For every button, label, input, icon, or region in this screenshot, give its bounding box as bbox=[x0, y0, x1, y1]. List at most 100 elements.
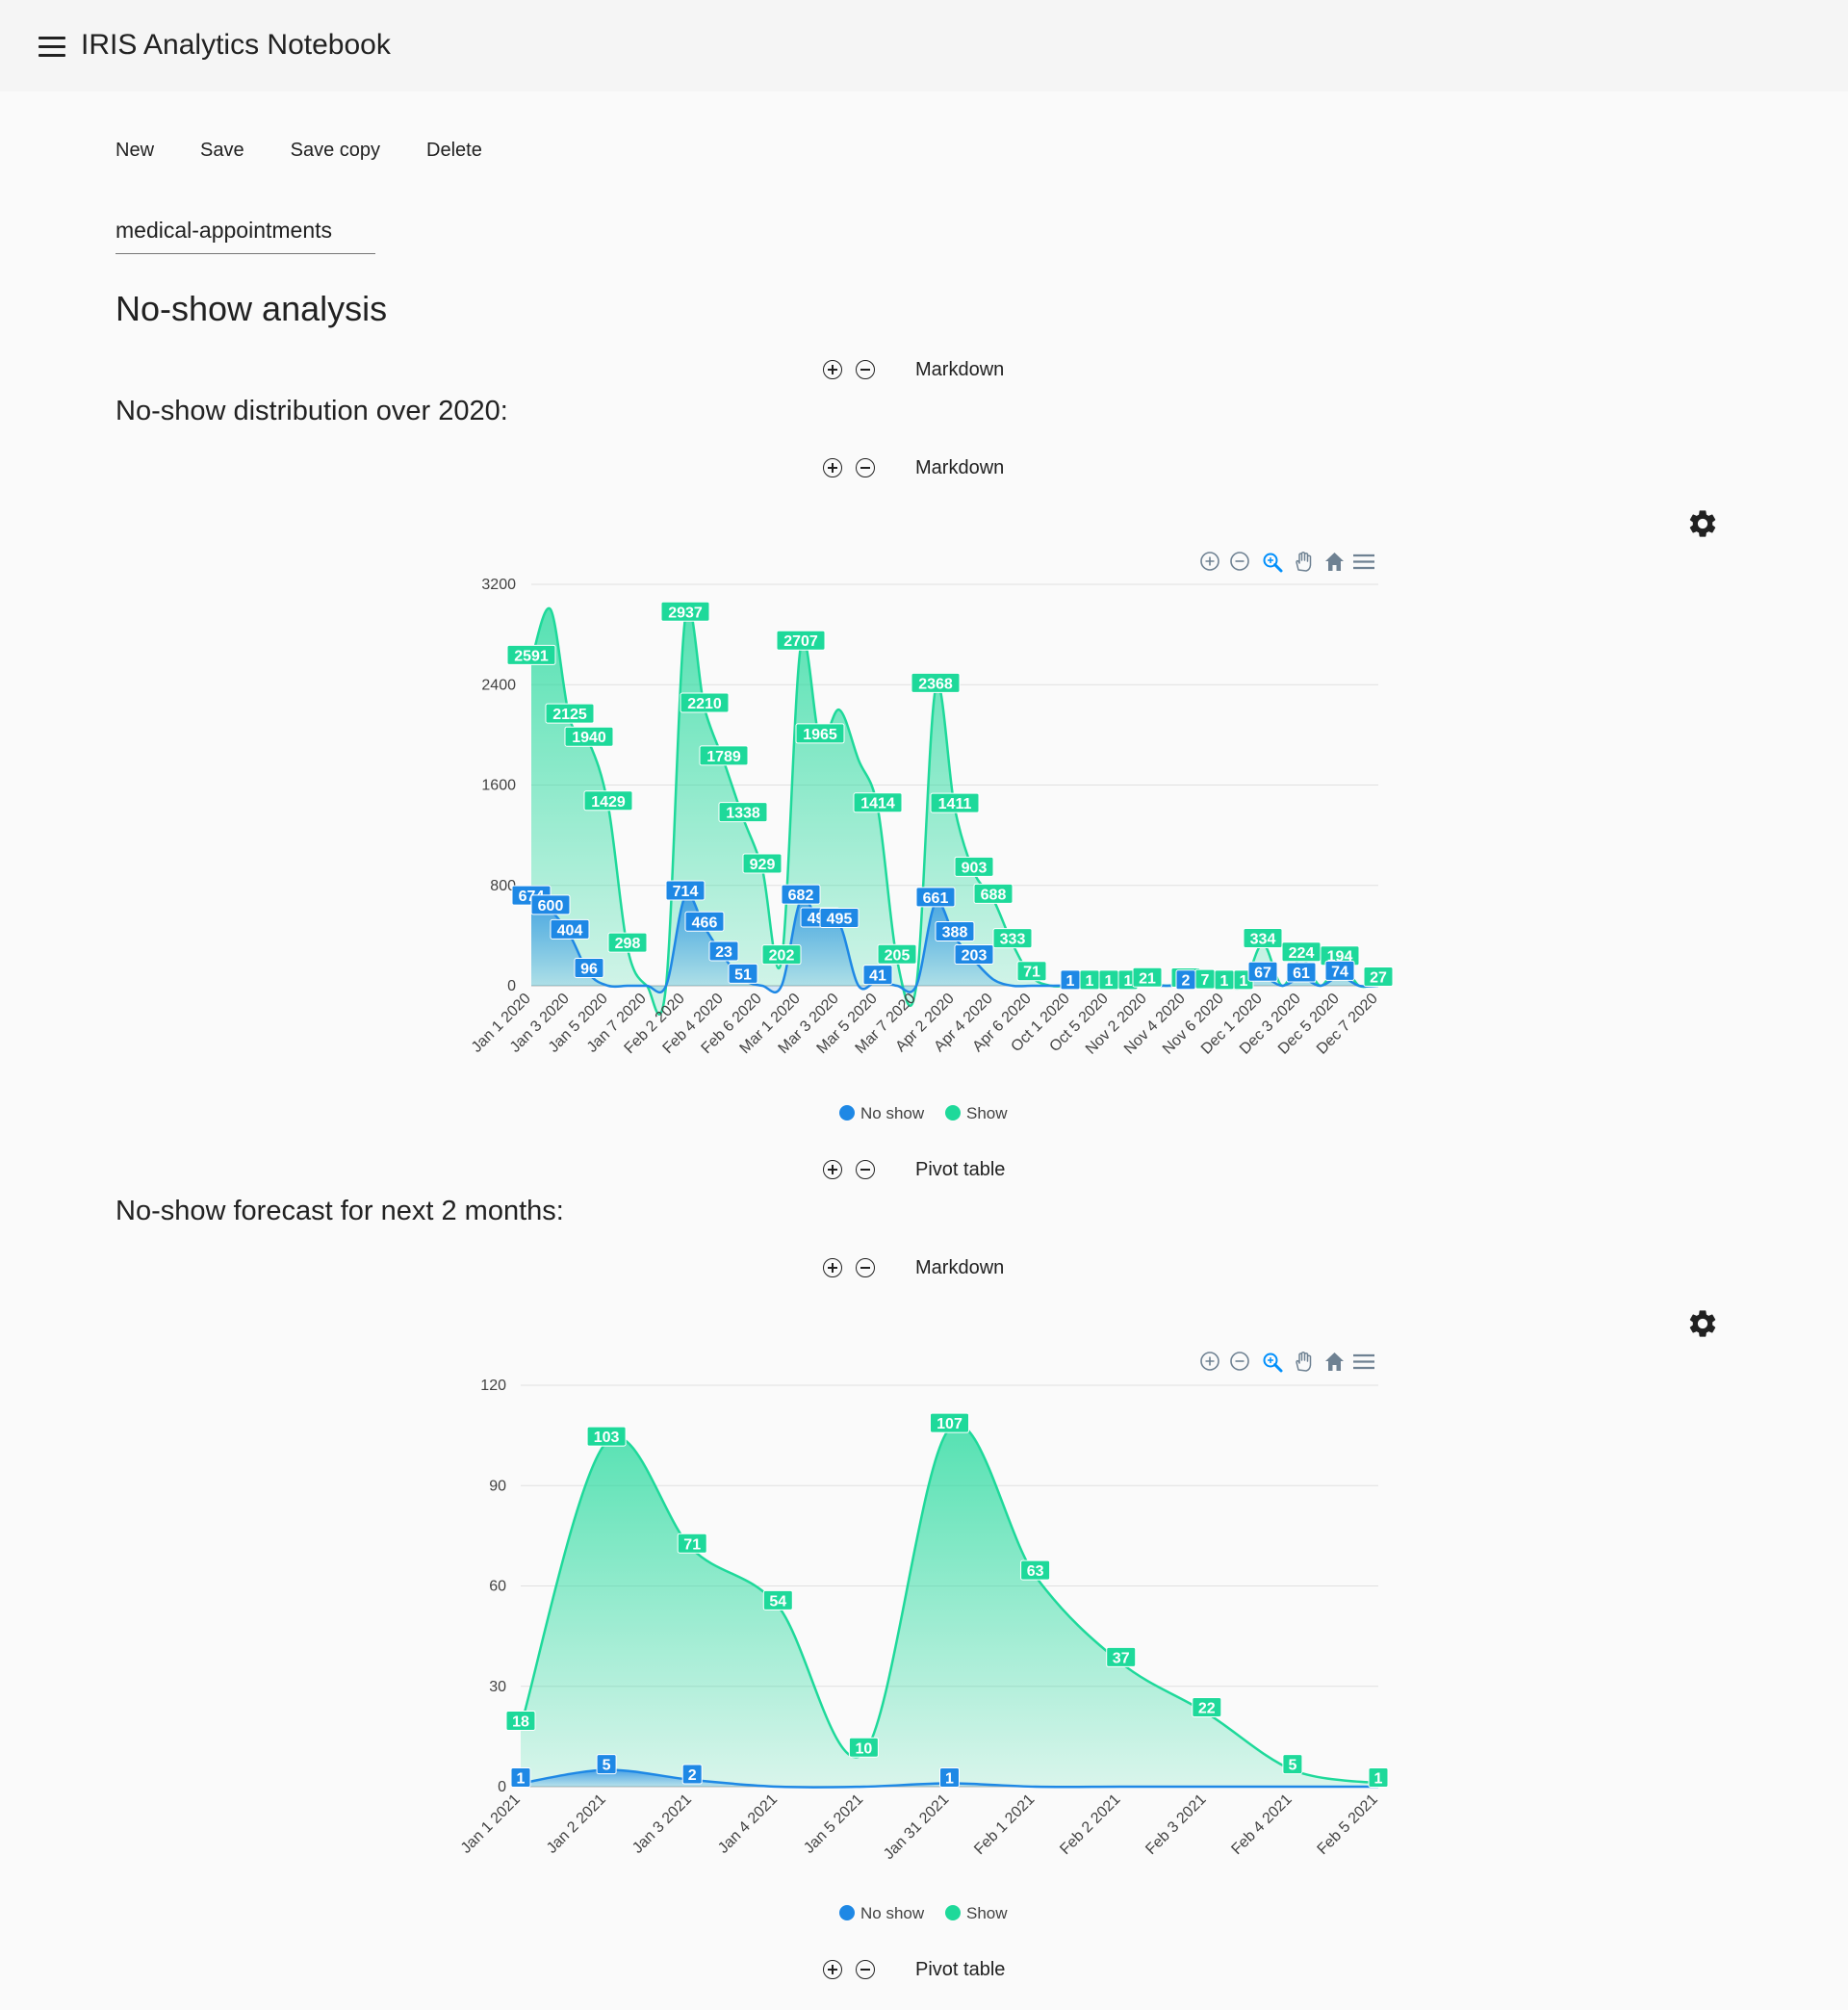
svg-text:96: 96 bbox=[580, 961, 598, 977]
data-label: 107 bbox=[930, 1412, 969, 1433]
x-tick-label: Feb 3 2021 bbox=[1142, 1791, 1209, 1858]
data-label: 1414 bbox=[853, 792, 903, 813]
cell-type-markdown[interactable]: Markdown bbox=[915, 456, 1005, 478]
chart-settings-gear-icon[interactable] bbox=[1686, 507, 1719, 540]
data-label: 67 bbox=[1247, 961, 1278, 982]
data-label: 1 bbox=[1368, 1767, 1389, 1789]
svg-text:495: 495 bbox=[827, 911, 853, 927]
remove-cell-icon[interactable] bbox=[856, 458, 875, 477]
legend-item-no-show[interactable]: No show bbox=[839, 1904, 925, 1922]
add-cell-icon[interactable] bbox=[823, 360, 842, 379]
svg-text:2125: 2125 bbox=[552, 707, 587, 723]
data-label: 7 bbox=[1194, 968, 1216, 990]
svg-text:63: 63 bbox=[1027, 1563, 1044, 1580]
zoom-out-icon[interactable] bbox=[1230, 552, 1249, 571]
remove-cell-icon[interactable] bbox=[856, 1160, 875, 1179]
add-cell-icon[interactable] bbox=[823, 1160, 842, 1179]
reset-home-icon[interactable] bbox=[1325, 1353, 1344, 1371]
legend-item-show[interactable]: Show bbox=[945, 1904, 1008, 1922]
data-label: 1 bbox=[1079, 969, 1100, 991]
selection-zoom-icon[interactable] bbox=[1263, 553, 1283, 573]
svg-text:334: 334 bbox=[1250, 931, 1276, 947]
data-label: 54 bbox=[762, 1589, 793, 1611]
svg-text:7: 7 bbox=[1201, 972, 1210, 989]
svg-text:21: 21 bbox=[1139, 970, 1156, 987]
selection-zoom-icon[interactable] bbox=[1263, 1353, 1283, 1373]
svg-text:203: 203 bbox=[962, 948, 988, 965]
svg-text:202: 202 bbox=[769, 948, 795, 965]
save-copy-button[interactable]: Save copy bbox=[291, 131, 380, 169]
reset-home-icon[interactable] bbox=[1325, 553, 1344, 571]
legend-marker bbox=[945, 1105, 961, 1121]
add-cell-icon[interactable] bbox=[823, 458, 842, 477]
svg-text:2937: 2937 bbox=[668, 605, 703, 621]
data-label: 661 bbox=[915, 887, 956, 908]
svg-text:1: 1 bbox=[1374, 1771, 1383, 1788]
data-label: 1429 bbox=[583, 790, 633, 812]
delete-button[interactable]: Delete bbox=[426, 131, 482, 169]
new-button[interactable]: New bbox=[116, 131, 154, 169]
svg-text:1940: 1940 bbox=[572, 730, 606, 746]
data-label: 1338 bbox=[718, 802, 768, 823]
data-label: 63 bbox=[1020, 1559, 1051, 1581]
pan-hand-icon[interactable] bbox=[1296, 1352, 1312, 1372]
data-label: 404 bbox=[550, 918, 590, 940]
svg-text:2: 2 bbox=[688, 1767, 697, 1784]
y-tick-label: 3200 bbox=[481, 577, 516, 593]
chart-legend: No show Show bbox=[839, 1904, 1008, 1922]
svg-text:1338: 1338 bbox=[726, 806, 760, 822]
add-cell-icon[interactable] bbox=[823, 1960, 842, 1979]
zoom-in-icon[interactable] bbox=[1200, 1352, 1219, 1371]
cell-type-pivot-table[interactable]: Pivot table bbox=[915, 1158, 1006, 1180]
cell-controls-2: Markdown bbox=[823, 453, 1004, 482]
data-label: 1 bbox=[1060, 969, 1081, 991]
svg-text:107: 107 bbox=[937, 1416, 962, 1432]
add-cell-icon[interactable] bbox=[823, 1258, 842, 1277]
pan-hand-icon[interactable] bbox=[1296, 552, 1312, 572]
chart-menu-icon[interactable] bbox=[1353, 1353, 1374, 1370]
zoom-out-icon[interactable] bbox=[1230, 1352, 1249, 1371]
notebook-heading: No-show analysis bbox=[116, 289, 388, 328]
data-label: 224 bbox=[1281, 941, 1322, 963]
svg-text:1: 1 bbox=[1086, 973, 1094, 990]
notebook-name-input[interactable] bbox=[116, 218, 375, 244]
cell-type-markdown[interactable]: Markdown bbox=[915, 358, 1005, 380]
cell-controls-4: Markdown bbox=[823, 1253, 1004, 1282]
remove-cell-icon[interactable] bbox=[856, 1960, 875, 1979]
data-label: 1 bbox=[1214, 969, 1235, 991]
legend-item-no-show[interactable]: No show bbox=[839, 1104, 925, 1122]
data-label: 298 bbox=[607, 932, 648, 953]
data-label: 23 bbox=[708, 941, 739, 962]
x-tick-label: Feb 4 2021 bbox=[1228, 1791, 1295, 1858]
svg-text:1: 1 bbox=[1105, 973, 1114, 990]
legend-item-show[interactable]: Show bbox=[945, 1104, 1008, 1122]
data-label: 27 bbox=[1363, 966, 1394, 987]
notebook-name-field-wrapper bbox=[116, 218, 375, 254]
svg-text:27: 27 bbox=[1370, 969, 1387, 986]
y-tick-label: 120 bbox=[480, 1378, 506, 1394]
remove-cell-icon[interactable] bbox=[856, 1258, 875, 1277]
svg-text:54: 54 bbox=[769, 1593, 786, 1610]
cell-type-markdown[interactable]: Markdown bbox=[915, 1256, 1005, 1278]
svg-text:1: 1 bbox=[1220, 973, 1229, 990]
svg-text:1429: 1429 bbox=[591, 794, 626, 811]
legend-marker bbox=[839, 1105, 855, 1121]
zoom-in-icon[interactable] bbox=[1200, 552, 1219, 571]
legend-label: No show bbox=[860, 1904, 925, 1922]
svg-text:41: 41 bbox=[869, 968, 886, 985]
remove-cell-icon[interactable] bbox=[856, 360, 875, 379]
y-tick-label: 0 bbox=[507, 978, 516, 994]
data-label: 388 bbox=[935, 920, 975, 941]
data-label: 22 bbox=[1192, 1697, 1222, 1718]
cell-type-pivot-table[interactable]: Pivot table bbox=[915, 1958, 1006, 1980]
data-label: 334 bbox=[1243, 927, 1283, 948]
save-button[interactable]: Save bbox=[200, 131, 244, 169]
y-tick-label: 0 bbox=[498, 1779, 506, 1795]
chart-settings-gear-icon[interactable] bbox=[1686, 1307, 1719, 1340]
svg-text:71: 71 bbox=[1023, 965, 1040, 981]
data-label: 1 bbox=[510, 1767, 531, 1789]
legend-label: Show bbox=[966, 1904, 1008, 1922]
chart-menu-icon[interactable] bbox=[1353, 554, 1374, 570]
menu-icon[interactable] bbox=[38, 37, 65, 58]
y-tick-label: 800 bbox=[490, 878, 516, 894]
